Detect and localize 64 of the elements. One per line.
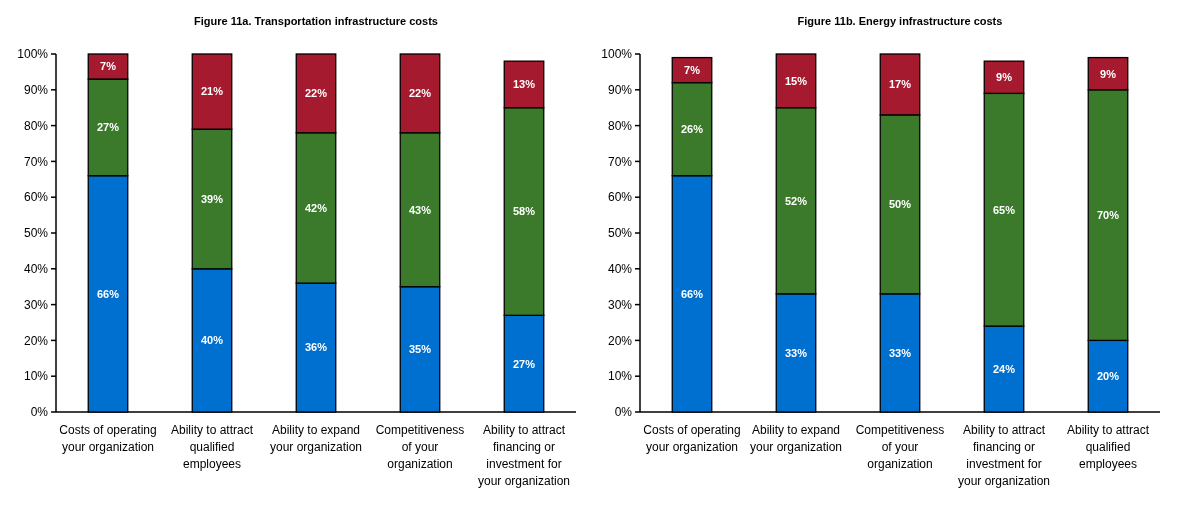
y-tick-label: 20%: [23, 333, 49, 348]
data-label: 27%: [512, 357, 536, 370]
y-tick-label: 90%: [23, 83, 49, 97]
data-label: 50%: [888, 198, 912, 211]
chart-title: Figure 11b. Energy infrastructure costs: [797, 15, 1003, 27]
data-label: 26%: [680, 123, 704, 136]
data-label: 70%: [1096, 208, 1120, 221]
data-label: 27%: [96, 121, 120, 134]
x-tick-label: Ability to expand your organization: [269, 423, 363, 454]
data-label: 36%: [304, 341, 328, 354]
y-tick-label: 90%: [607, 83, 633, 97]
x-tick-label: Costs of operating your organization: [59, 423, 157, 454]
data-label: 39%: [200, 192, 224, 205]
y-tick-label: 30%: [23, 297, 49, 312]
y-tick-label: 0%: [30, 405, 49, 420]
y-tick-label: 20%: [607, 333, 633, 348]
data-label: 52%: [784, 194, 808, 207]
y-tick-label: 100%: [17, 47, 49, 62]
y-tick-label: 80%: [23, 118, 49, 133]
data-label: 9%: [1100, 67, 1117, 80]
data-label: 24%: [992, 362, 1016, 375]
data-label: 22%: [408, 87, 432, 100]
data-label: 7%: [100, 60, 117, 73]
x-tick-label: Ability to attract financing or investment for your organization: [477, 423, 571, 488]
y-tick-label: 50%: [607, 226, 633, 241]
data-label: 22%: [304, 87, 328, 100]
x-tick-label: Competitiveness of your organization: [855, 423, 945, 471]
data-label: 43%: [408, 203, 432, 216]
data-label: 33%: [888, 346, 912, 359]
data-label: 9%: [996, 71, 1013, 84]
data-label: 35%: [408, 343, 432, 356]
y-tick-label: 0%: [614, 405, 633, 420]
x-tick-label: Ability to attract qualified employees: [170, 423, 254, 471]
y-tick-label: 40%: [23, 262, 49, 276]
y-tick-label: 40%: [607, 262, 633, 276]
x-tick-label: Competitiveness of your organization: [375, 423, 465, 471]
x-tick-label: Ability to expand your organization: [749, 423, 843, 454]
data-label: 66%: [96, 287, 120, 300]
y-tick-label: 10%: [23, 369, 49, 384]
data-label: 42%: [304, 201, 328, 214]
x-tick-label: Ability to attract qualified employees: [1066, 423, 1150, 471]
y-tick-label: 30%: [607, 297, 633, 312]
data-label: 7%: [684, 63, 701, 76]
y-tick-label: 100%: [601, 47, 633, 62]
data-label: 65%: [992, 203, 1016, 216]
data-label: 66%: [680, 287, 704, 300]
y-tick-label: 80%: [607, 118, 633, 133]
y-tick-label: 50%: [23, 226, 49, 241]
data-label: 15%: [784, 74, 808, 87]
chart-title: Figure 11a. Transportation infrastructure costs: [194, 15, 438, 27]
data-label: 40%: [200, 334, 224, 347]
x-tick-label: Ability to attract financing or investment for your organization: [957, 423, 1051, 488]
data-label: 13%: [512, 78, 536, 91]
y-tick-label: 70%: [23, 154, 49, 169]
y-tick-label: 60%: [23, 190, 49, 205]
data-label: 58%: [512, 205, 536, 218]
data-label: 20%: [1096, 370, 1120, 383]
y-tick-label: 10%: [607, 369, 633, 384]
data-label: 33%: [784, 346, 808, 359]
y-tick-label: 70%: [607, 154, 633, 169]
data-label: 21%: [200, 85, 224, 98]
data-label: 17%: [888, 78, 912, 91]
y-tick-label: 60%: [607, 190, 633, 205]
x-tick-label: Costs of operating your organization: [643, 423, 741, 454]
